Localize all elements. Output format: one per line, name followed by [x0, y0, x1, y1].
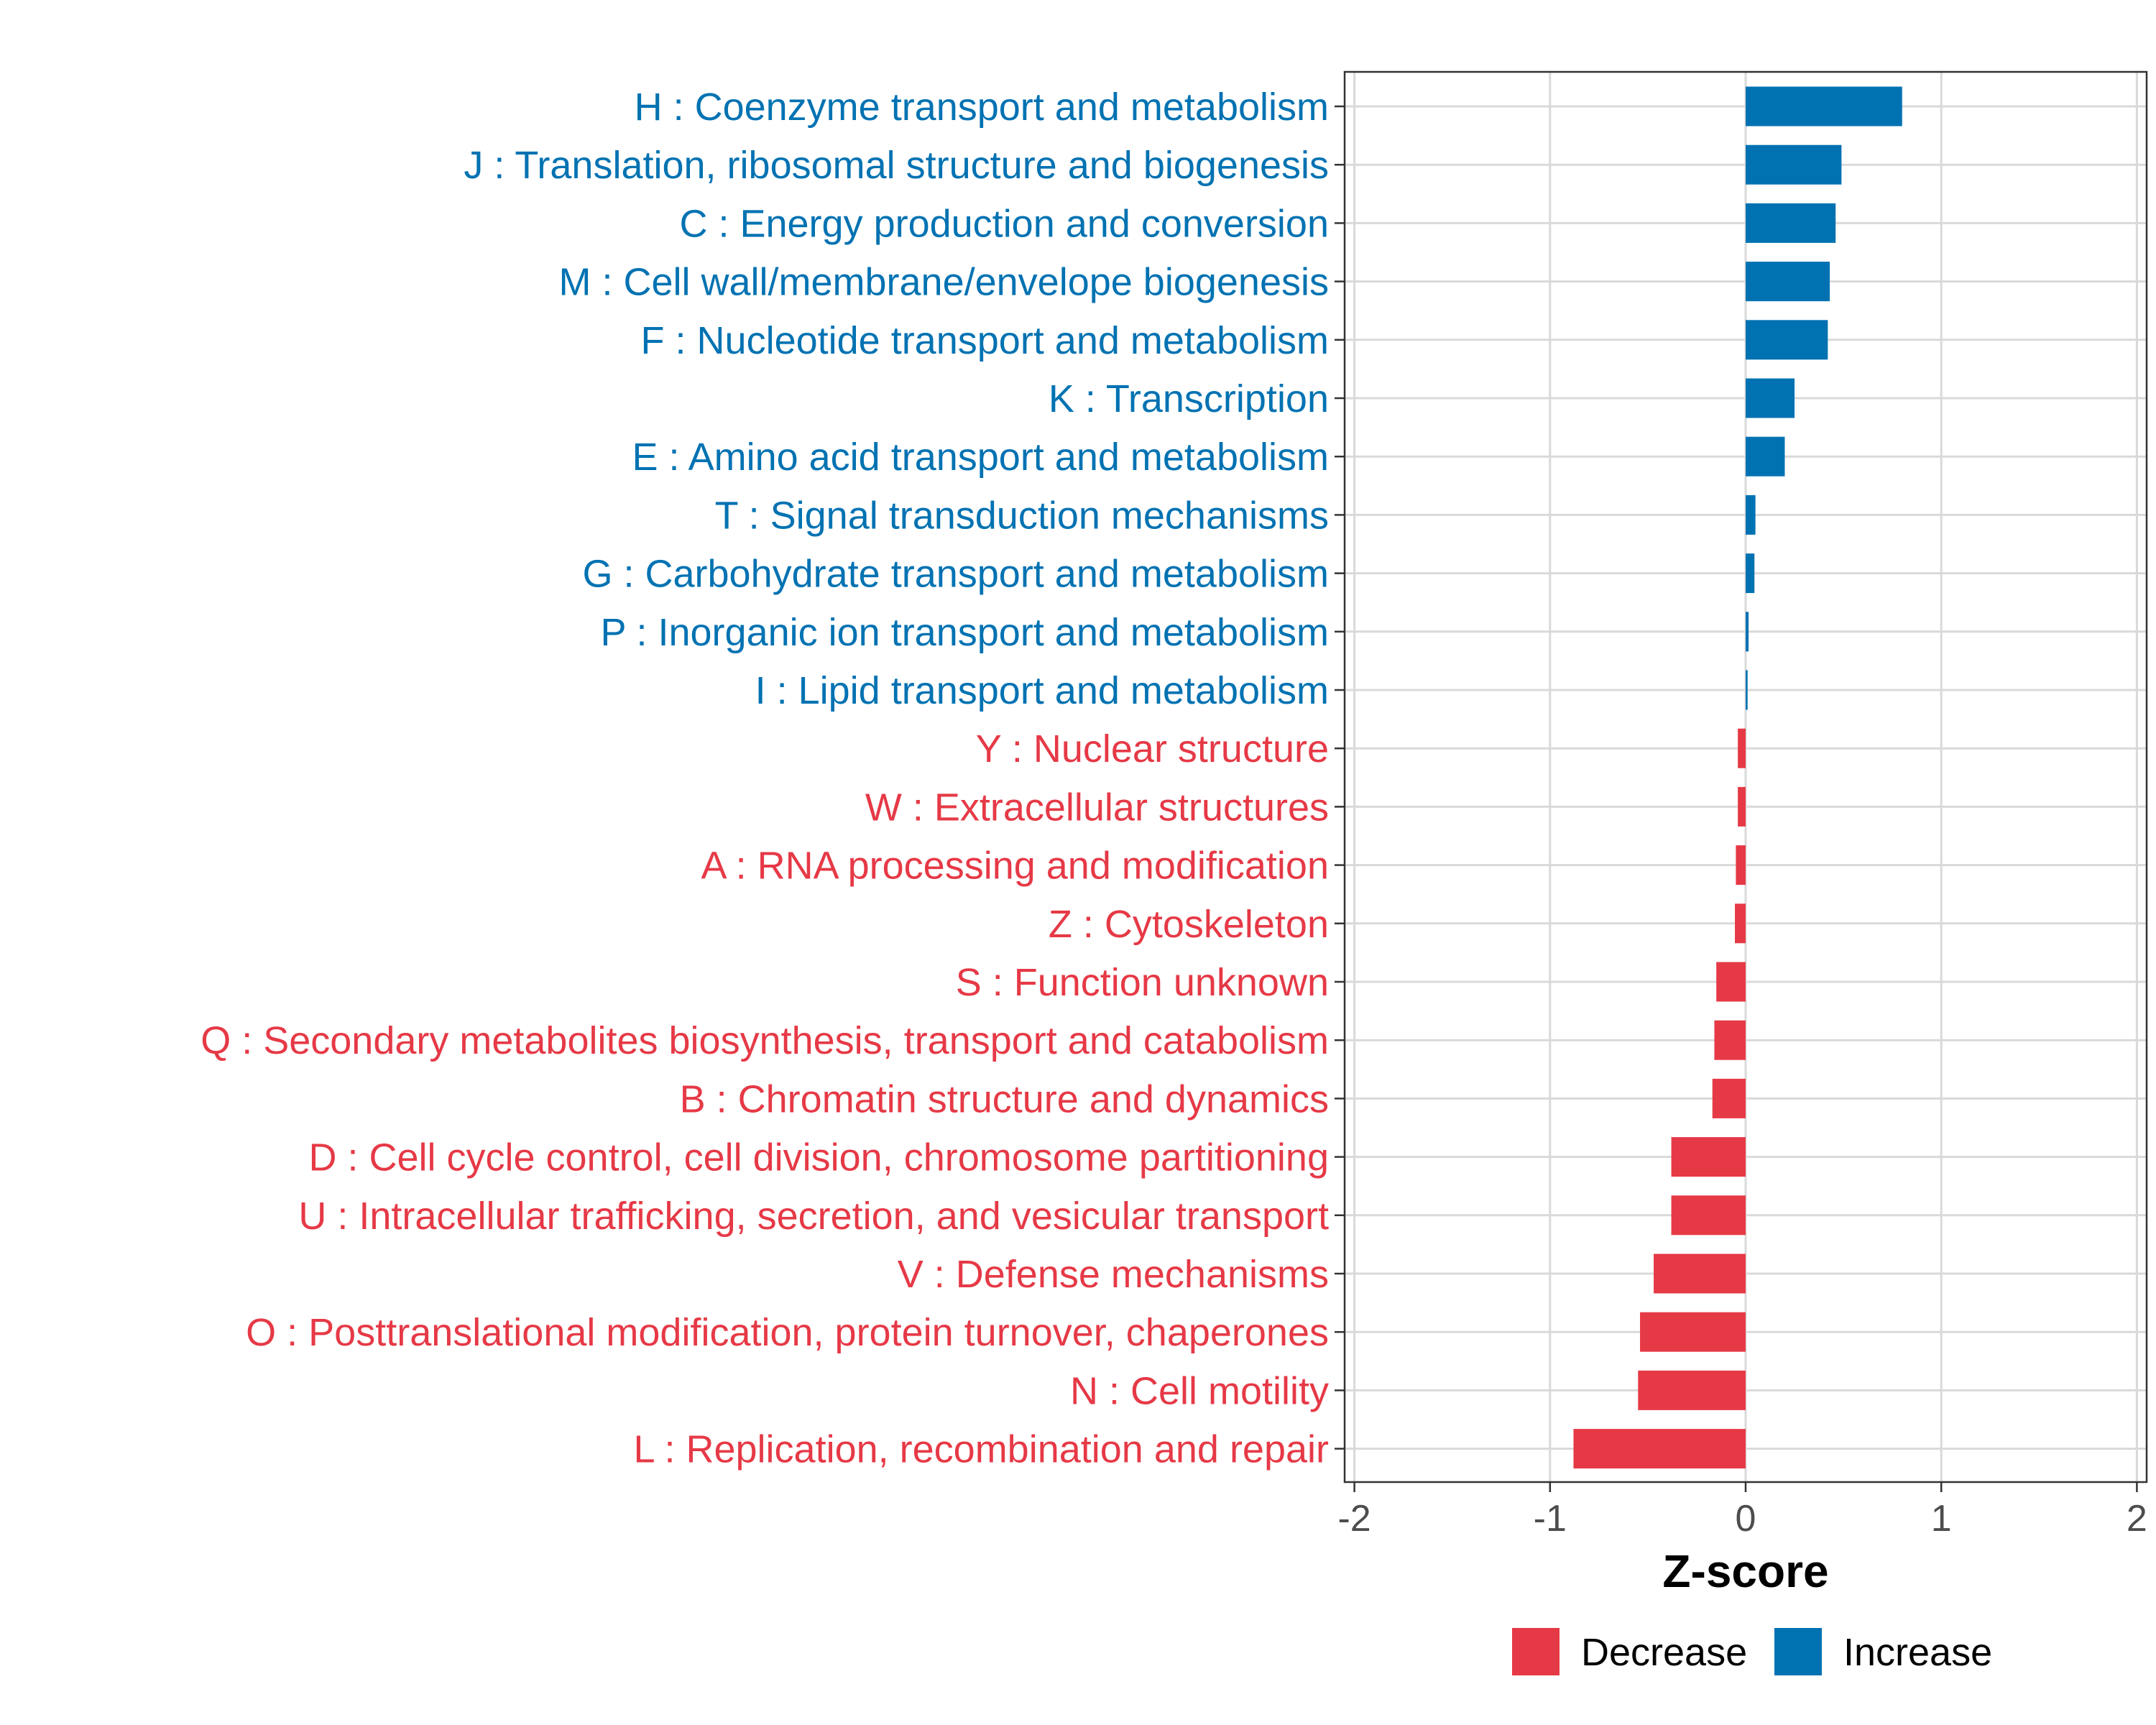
category-label-i: I : Lipid transport and metabolism	[755, 669, 1329, 712]
category-label-b: B : Chromatin structure and dynamics	[680, 1077, 1329, 1121]
y-axis-ticks	[1335, 105, 1345, 1450]
category-label-z: Z : Cytoskeleton	[1049, 903, 1329, 946]
category-label-o: O : Posttranslational modification, prot…	[246, 1311, 1329, 1354]
bar-o	[1640, 1312, 1746, 1352]
bar-s	[1716, 962, 1746, 1002]
category-label-f: F : Nucleotide transport and metabolism	[641, 319, 1329, 362]
bar-n	[1638, 1370, 1746, 1410]
x-tick-label: -2	[1337, 1498, 1370, 1540]
category-label-q: Q : Secondary metabolites biosynthesis, …	[201, 1019, 1329, 1062]
bar-l	[1573, 1429, 1746, 1469]
category-label-s: S : Function unknown	[956, 961, 1329, 1004]
category-label-k: K : Transcription	[1049, 377, 1329, 420]
bar-m	[1746, 262, 1830, 302]
bar-t	[1746, 494, 1756, 535]
bar-e	[1746, 436, 1785, 477]
legend-swatch-decrease	[1512, 1628, 1560, 1675]
bar-h	[1746, 86, 1902, 126]
bar-k	[1746, 378, 1795, 418]
bar-j	[1746, 144, 1842, 185]
x-axis-title: Z-score	[1662, 1545, 1828, 1597]
category-label-h: H : Coenzyme transport and metabolism	[635, 86, 1329, 129]
bar-y	[1738, 728, 1746, 768]
category-label-m: M : Cell wall/membrane/envelope biogenes…	[558, 261, 1329, 304]
category-label-e: E : Amino acid transport and metabolism	[632, 436, 1329, 479]
x-axis-ticks: -2 -1 0 1 2	[1337, 1482, 2147, 1540]
bar-c	[1746, 203, 1836, 243]
bar-a	[1736, 845, 1746, 886]
bar-g	[1746, 553, 1755, 594]
category-label-v: V : Defense mechanisms	[898, 1253, 1329, 1296]
bar-b	[1712, 1078, 1746, 1118]
bar-f	[1746, 320, 1828, 360]
category-label-d: D : Cell cycle control, cell division, c…	[308, 1136, 1329, 1179]
bar-w	[1738, 786, 1746, 827]
bar-u	[1671, 1195, 1746, 1236]
bar-z	[1735, 903, 1746, 944]
bar-p	[1746, 612, 1749, 652]
category-label-y: Y : Nuclear structure	[976, 727, 1329, 770]
category-label-t: T : Signal transduction mechanisms	[715, 494, 1329, 537]
category-label-u: U : Intracellular trafficking, secretion…	[298, 1195, 1329, 1238]
legend-label-increase: Increase	[1843, 1631, 1992, 1674]
legend: Decrease Increase	[1512, 1628, 1992, 1675]
category-label-g: G : Carbohydrate transport and metabolis…	[583, 553, 1330, 596]
x-tick-label: 0	[1736, 1498, 1756, 1540]
category-label-a: A : RNA processing and modification	[701, 845, 1329, 888]
x-tick-label: -1	[1534, 1498, 1567, 1540]
legend-swatch-increase	[1774, 1628, 1822, 1675]
category-label-p: P : Inorganic ion transport and metaboli…	[600, 611, 1329, 654]
category-label-j: J : Translation, ribosomal structure and…	[464, 144, 1329, 187]
y-axis-category-labels: H : Coenzyme transport and metabolism J :…	[201, 86, 1329, 1471]
category-label-w: W : Extracellular structures	[865, 786, 1329, 829]
x-tick-label: 1	[1931, 1498, 1952, 1540]
bar-v	[1654, 1254, 1746, 1294]
bar-i	[1746, 670, 1748, 710]
bar-q	[1714, 1020, 1746, 1060]
x-tick-label: 2	[2127, 1498, 2147, 1540]
legend-label-decrease: Decrease	[1581, 1631, 1747, 1674]
category-label-l: L : Replication, recombination and repai…	[633, 1428, 1329, 1471]
bars	[1573, 86, 1902, 1469]
bar-d	[1671, 1137, 1746, 1177]
category-label-c: C : Energy production and conversion	[679, 202, 1329, 245]
category-label-n: N : Cell motility	[1070, 1369, 1329, 1412]
